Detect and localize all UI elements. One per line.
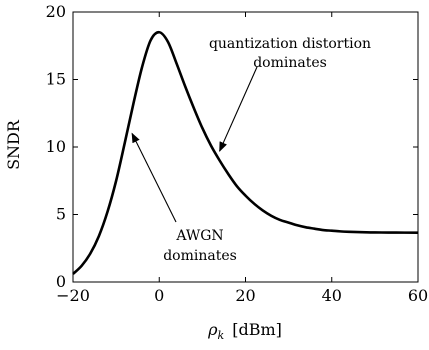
sndr-curve <box>72 30 419 275</box>
annotation-arrow <box>219 66 258 152</box>
x-tick-label: 20 <box>235 286 255 305</box>
annotation-arrow <box>131 132 177 223</box>
x-axis-label: ρk [dBm] <box>207 320 282 342</box>
annotations: quantization distortion dominates AWGN domi… <box>131 36 371 264</box>
x-tick-label: −20 <box>56 286 90 305</box>
y-axis-label: SNDR <box>4 119 23 170</box>
x-tick-label: 0 <box>154 286 164 305</box>
x-tick-label: 40 <box>322 286 342 305</box>
x-axis-symbol: ρ <box>207 320 218 339</box>
y-tick-label: 10 <box>46 137 66 156</box>
y-tick-label: 15 <box>46 70 66 89</box>
annotation-text: quantization distortion <box>209 36 371 52</box>
y-tick-label: 0 <box>56 272 66 291</box>
annotation-text: dominates <box>253 55 327 71</box>
y-tick-label: 20 <box>46 2 66 21</box>
plot-area <box>72 30 419 275</box>
annotation-text: dominates <box>163 248 237 264</box>
annotation-text: AWGN <box>175 228 223 244</box>
x-axis-subscript: k <box>218 329 225 342</box>
x-axis-unit: [dBm] <box>232 320 282 339</box>
x-tick-label: 60 <box>408 286 428 305</box>
y-tick-label: 5 <box>56 205 66 224</box>
